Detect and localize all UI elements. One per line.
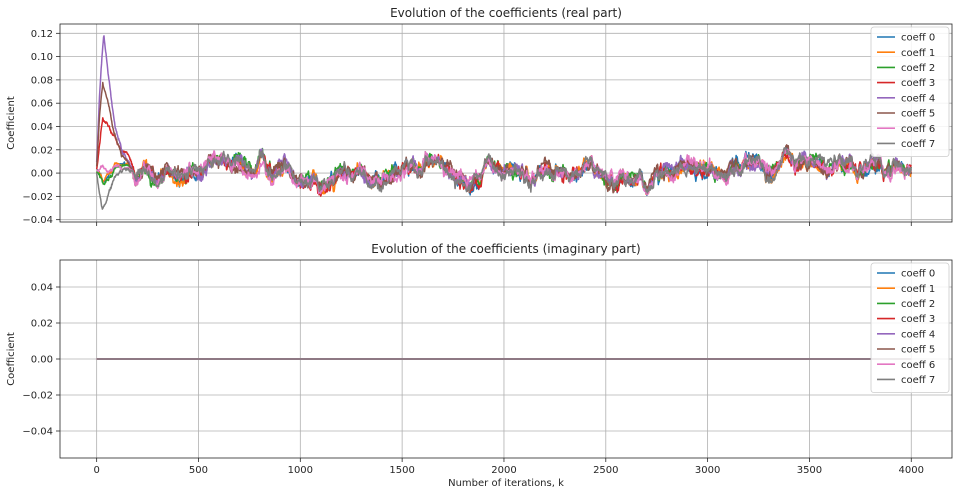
x-tick-label: 4000 xyxy=(899,465,924,476)
x-tick-label: 500 xyxy=(189,465,208,476)
legend-label: coeff 1 xyxy=(901,284,935,295)
x-tick-label: 2500 xyxy=(593,465,618,476)
legend-label: coeff 0 xyxy=(901,33,935,44)
legend-label: coeff 6 xyxy=(901,124,935,135)
legend: coeff 0 coeff 1 coeff 2 coeff 3 coeff 4 coeff… xyxy=(870,262,950,394)
legend-label: coeff 7 xyxy=(901,139,935,150)
legend-label: coeff 5 xyxy=(901,109,935,120)
real-part-panel: −0.04 −0.02 0.00 0.02 0.04 0.06 0.08 0.10 0.12 Ev… xyxy=(6,6,953,226)
chart-title: Evolution of the coefficients (real part… xyxy=(390,6,622,20)
y-tick-label: 0.08 xyxy=(31,75,53,86)
y-axis-label: Coefficient xyxy=(6,332,17,386)
y-tick-label: 0.00 xyxy=(31,169,53,180)
legend-label: coeff 4 xyxy=(901,329,935,340)
y-tick-label: 0.04 xyxy=(31,122,53,133)
y-tick-label: 0.02 xyxy=(31,145,53,156)
chart-title: Evolution of the coefficients (imaginary… xyxy=(371,242,640,256)
legend-label: coeff 3 xyxy=(901,314,935,325)
legend-box xyxy=(870,262,950,394)
series-lines xyxy=(95,35,913,210)
y-tick-label: −0.04 xyxy=(22,427,53,438)
y-tick-label: 0.02 xyxy=(31,319,53,330)
legend-label: coeff 2 xyxy=(901,63,935,74)
legend: coeff 0 coeff 1 coeff 2 coeff 3 coeff 4 coeff… xyxy=(870,26,950,158)
legend-box xyxy=(870,26,950,158)
legend-label: coeff 4 xyxy=(901,93,935,104)
legend-label: coeff 1 xyxy=(901,48,935,59)
y-tick-label: 0.06 xyxy=(31,99,53,110)
y-tick-label: 0.04 xyxy=(31,283,53,294)
x-axis-label: Number of iterations, k xyxy=(448,478,564,489)
series-line-coeff-7 xyxy=(95,146,913,210)
x-tick-label: 3500 xyxy=(797,465,822,476)
y-tick-label: −0.02 xyxy=(22,391,53,402)
x-tick-label: 1500 xyxy=(389,465,414,476)
y-tick-label: 0.12 xyxy=(31,29,53,40)
legend-label: coeff 6 xyxy=(901,360,935,371)
axes-frame xyxy=(59,23,953,223)
x-tick-label: 1000 xyxy=(288,465,313,476)
y-tick-label: 0.10 xyxy=(31,52,53,63)
y-tick-label: −0.02 xyxy=(22,192,53,203)
legend-label: coeff 3 xyxy=(901,78,935,89)
y-tick-label: 0.00 xyxy=(31,355,53,366)
y-axis-label: Coefficient xyxy=(6,96,17,150)
x-tick-label: 0 xyxy=(93,465,99,476)
y-tick-label: −0.04 xyxy=(22,215,53,226)
legend-label: coeff 7 xyxy=(901,375,935,386)
x-tick-label: 2000 xyxy=(491,465,516,476)
imaginary-part-panel: 0 500 1000 1500 2000 2500 3000 3500 4000 −0.04 −0.… xyxy=(6,242,953,489)
plot-area xyxy=(60,24,952,222)
legend-label: coeff 5 xyxy=(901,345,935,356)
x-tick-label: 3000 xyxy=(695,465,720,476)
legend-label: coeff 0 xyxy=(901,269,935,280)
legend-label: coeff 2 xyxy=(901,299,935,310)
